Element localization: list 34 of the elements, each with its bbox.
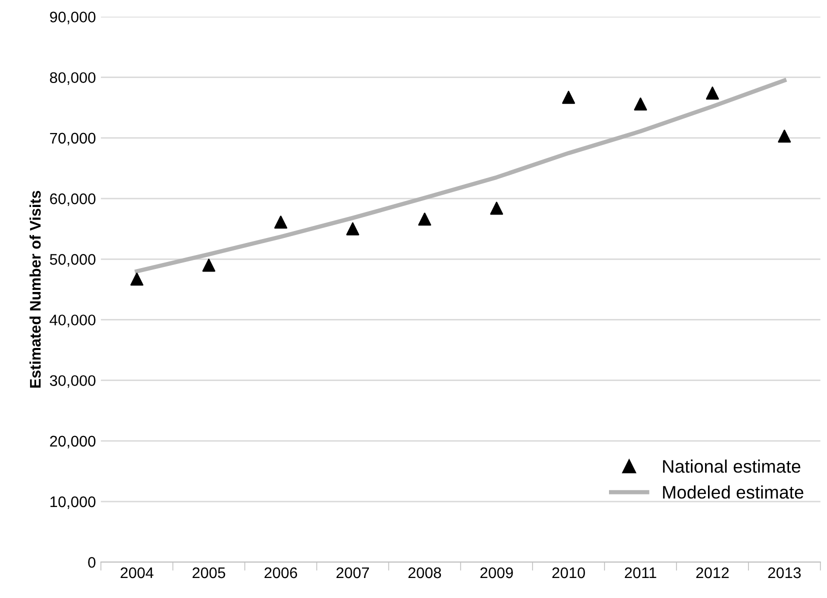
y-tick-label: 20,000 [50, 436, 96, 448]
legend-label: National estimate [663, 460, 800, 473]
y-tick-label: 40,000 [50, 314, 96, 328]
legend-label: Modeled estimate [663, 485, 804, 499]
point [778, 130, 791, 143]
y-axis-title: Estimated Number of Visits [30, 190, 41, 388]
point [634, 98, 648, 111]
point [418, 212, 432, 226]
point [130, 272, 144, 286]
line-series [134, 78, 786, 274]
y-tick-label: 10,000 [50, 496, 96, 510]
x-tick-label: 2005 [192, 567, 226, 578]
x-tick-label: 2008 [408, 567, 441, 578]
x-tick-label: 2012 [696, 567, 729, 578]
point [274, 216, 288, 229]
y-tick-label: 90,000 [50, 12, 96, 24]
x-tick-label: 2006 [264, 567, 298, 578]
point [490, 202, 504, 215]
y-tick-label: 30,000 [50, 375, 96, 388]
x-tick-label: 2004 [120, 567, 154, 578]
x-tick-label: 2009 [480, 567, 513, 578]
point [202, 258, 216, 272]
point [346, 222, 360, 236]
x-tick-label: 2011 [624, 567, 656, 578]
point [562, 90, 576, 104]
y-tick-label: 0 [88, 556, 96, 568]
x-tick-label: 2013 [768, 567, 801, 578]
y-tick-label: 50,000 [50, 254, 96, 267]
y-tick-label: 60,000 [50, 193, 96, 206]
y-tick-label: 70,000 [50, 132, 96, 146]
point [706, 86, 719, 100]
y-tick-label: 80,000 [50, 72, 96, 85]
x-tick-label: 2010 [552, 567, 585, 578]
x-tick-label: 2007 [336, 567, 369, 578]
